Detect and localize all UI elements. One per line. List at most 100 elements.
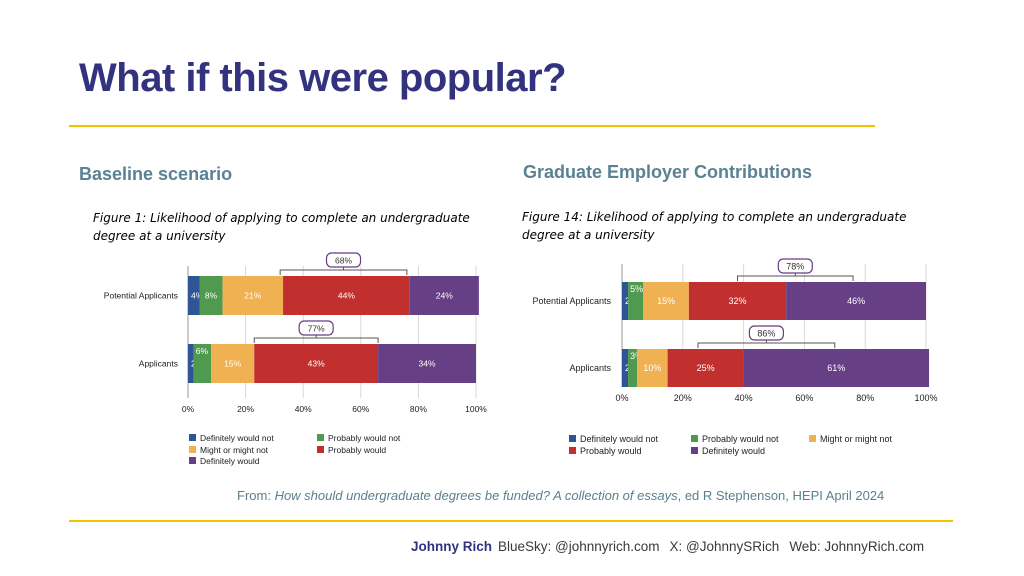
data-label-probably-would-not-potential-applicants: 5% [630, 284, 643, 294]
x-tick-label: 60% [795, 393, 813, 403]
legend-swatch-definitely-would-not [189, 434, 196, 441]
legend-swatch-probably-would-not [691, 435, 698, 442]
data-label-definitely-would-applicants: 61% [827, 363, 845, 373]
legend-swatch-might-or-might-not [809, 435, 816, 442]
bar-definitely-would-applicants [378, 344, 476, 383]
slide-title: What if this were popular? [79, 56, 567, 100]
footer-name: Johnny Rich [411, 539, 493, 554]
data-label-probably-would-applicants: 25% [697, 363, 715, 373]
category-label-applicants: Applicants [569, 363, 611, 373]
bar-definitely-would-applicants [743, 349, 930, 387]
bar-definitely-would-not-applicants [622, 349, 629, 387]
bar-probably-would-potential-applicants [283, 276, 410, 315]
data-label-probably-would-not-applicants: 6% [196, 346, 209, 356]
baseline-stacked-bar-chart: 0% 20% 40% 60% 80% 100% Potential Applicants 4%… [104, 252, 487, 466]
legend-swatch-might-or-might-not [189, 446, 196, 453]
bar-definitely-would-not-potential-applicants [188, 276, 200, 315]
legend-label-definitely-would: Definitely would [702, 446, 765, 456]
data-label-probably-would-potential-applicants: 32% [729, 296, 747, 306]
employer-stacked-bar-chart: 0%20%40%60%80%100%Potential Applicants2%… [532, 258, 938, 456]
legend-label-might-or-might-not: Might or might not [200, 445, 269, 455]
employer-heading: Graduate Employer Contributions [523, 162, 813, 182]
annotation-pill [298, 320, 334, 336]
annotation-pill [748, 325, 784, 341]
legend-swatch-definitely-would [691, 447, 698, 454]
legend-label-might-or-might-not: Might or might not [820, 434, 893, 444]
x-tick-label: 40% [295, 404, 312, 414]
x-tick-label: 60% [352, 404, 369, 414]
annotation-pill [777, 258, 813, 274]
annotation-label: 68% [335, 256, 352, 266]
annotation-bracket [253, 337, 379, 343]
x-tick-label: 20% [674, 393, 692, 403]
data-label-probably-would-not-applicants: 3% [630, 351, 643, 361]
legend-swatch-probably-would-not [317, 434, 324, 441]
source-suffix: , ed R Stephenson, HEPI April 2024 [677, 488, 885, 503]
legend-swatch-probably-would [317, 446, 324, 453]
data-label-probably-would-not-potential-applicants: 8% [205, 291, 218, 301]
bar-probably-would-applicants [254, 344, 379, 383]
footer-bluesky: BlueSky: @johnnyrich.com [498, 539, 660, 554]
x-tick-label: 100% [465, 404, 487, 414]
bar-might-or-might-not-applicants [637, 349, 668, 387]
legend-swatch-definitely-would [189, 457, 196, 464]
data-label-definitely-would-applicants: 34% [419, 359, 436, 369]
data-label-might-or-might-not-potential-applicants: 15% [657, 296, 675, 306]
footer-x: X: @JohnnySRich [669, 539, 780, 554]
legend-label-definitely-would-not: Definitely would not [580, 434, 659, 444]
bar-might-or-might-not-potential-applicants [643, 282, 689, 320]
legend-swatch-probably-would [569, 447, 576, 454]
baseline-heading: Baseline scenario [79, 164, 233, 184]
category-label-potential-applicants: Potential Applicants [532, 296, 611, 306]
bar-probably-would-potential-applicants [688, 282, 787, 320]
data-label-definitely-would-not-potential-applicants: 4% [191, 291, 204, 301]
category-label-potential-applicants: Potential Applicants [104, 291, 178, 301]
annotation-label: 78% [786, 262, 804, 272]
data-label-might-or-might-not-applicants: 15% [224, 359, 241, 369]
annotation-pill [325, 252, 362, 268]
bar-probably-would-not-potential-applicants [628, 282, 644, 320]
x-tick-label: 100% [914, 393, 937, 403]
x-tick-label: 80% [856, 393, 874, 403]
footer-web: Web: JohnnyRich.com [789, 539, 925, 554]
source-title: How should undergraduate degrees be fund… [274, 488, 678, 503]
bar-might-or-might-not-applicants [211, 344, 255, 383]
data-label-definitely-would-potential-applicants: 46% [847, 296, 865, 306]
x-tick-label: 80% [410, 404, 427, 414]
bar-might-or-might-not-potential-applicants [222, 276, 284, 315]
figure-1-caption: Figure 1: Likelihood of applying to comp… [93, 211, 470, 243]
data-label-definitely-would-potential-applicants: 24% [436, 291, 453, 301]
data-label-might-or-might-not-applicants: 10% [643, 363, 661, 373]
data-label-probably-would-potential-applicants: 44% [338, 291, 355, 301]
bar-probably-would-not-applicants [193, 344, 212, 383]
legend-swatch-definitely-would-not [569, 435, 576, 442]
x-tick-label: 0% [615, 393, 628, 403]
bar-definitely-would-not-potential-applicants [622, 282, 629, 320]
legend-label-probably-would: Probably would [328, 445, 386, 455]
legend-label-probably-would-not: Probably would not [328, 433, 401, 443]
bar-definitely-would-potential-applicants [786, 282, 926, 320]
legend-label-probably-would-not: Probably would not [702, 434, 779, 444]
x-tick-label: 40% [735, 393, 753, 403]
footer: Johnny Rich BlueSky: @johnnyrich.com X: @J… [411, 539, 924, 554]
bar-probably-would-applicants [667, 349, 744, 387]
annotation-bracket [697, 342, 836, 348]
legend-label-probably-would: Probably would [580, 446, 642, 456]
data-label-probably-would-applicants: 43% [308, 359, 325, 369]
annotation-bracket [737, 275, 854, 281]
annotation-bracket [279, 269, 408, 275]
bar-probably-would-not-potential-applicants [199, 276, 223, 315]
annotation-label: 86% [757, 329, 775, 339]
x-tick-label: 0% [182, 404, 195, 414]
title-divider [69, 125, 875, 127]
category-label-applicants: Applicants [139, 359, 178, 369]
bar-definitely-would-not-applicants [188, 344, 194, 383]
bar-definitely-would-potential-applicants [409, 276, 479, 315]
bar-probably-would-not-applicants [628, 349, 638, 387]
legend-label-definitely-would-not: Definitely would not [200, 433, 274, 443]
x-tick-label: 20% [237, 404, 254, 414]
data-label-might-or-might-not-potential-applicants: 21% [244, 291, 261, 301]
figure-14-caption: Figure 14: Likelihood of applying to com… [522, 210, 907, 242]
legend-label-definitely-would: Definitely would [200, 456, 260, 466]
source-prefix: From: [237, 488, 275, 503]
